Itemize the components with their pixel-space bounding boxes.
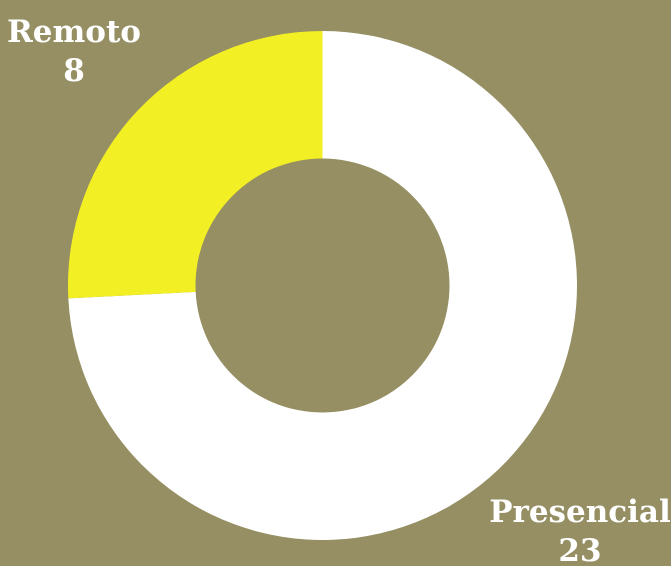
slice-label-presencial: Presencial <box>489 494 671 530</box>
slice-value-presencial: 23 <box>558 533 601 566</box>
slice-label-remoto: Remoto <box>7 14 141 50</box>
donut-hole <box>195 158 450 413</box>
slice-value-remoto: 8 <box>63 53 85 89</box>
